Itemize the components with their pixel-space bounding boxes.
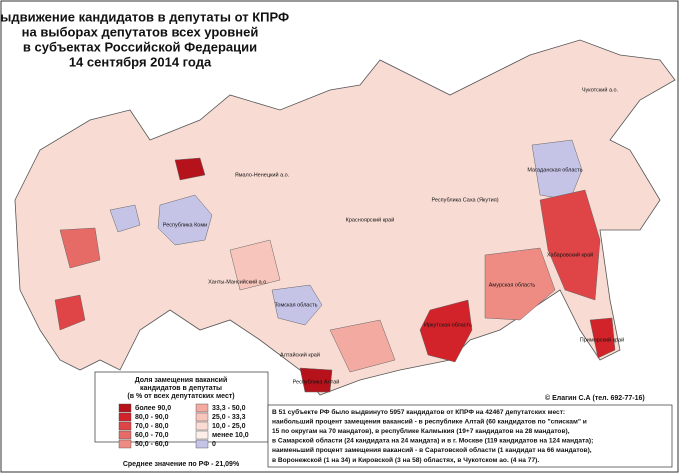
title-line: 14 сентября 2014 года — [69, 54, 212, 69]
legend-label: 25,0 - 33,3 — [212, 414, 246, 421]
region — [109, 204, 141, 233]
region-label: Ямало-Ненецкий а.о. — [235, 171, 290, 178]
note-line: 15 по округам на 70 мандатов), в республ… — [272, 427, 570, 435]
title-line: на выборах депутатов всех уровней — [22, 24, 259, 39]
note-line: в Воронежской (1 на 34) и Кировской (3 н… — [272, 456, 539, 464]
region — [299, 367, 333, 393]
region — [531, 139, 583, 201]
region-label: Чукотский а.о. — [582, 86, 619, 93]
legend-label: 70,0 - 80,0 — [135, 423, 169, 430]
legend-swatch — [118, 421, 132, 431]
region-label: Республика Коми — [163, 222, 207, 228]
region-label: Иркутская область — [424, 322, 472, 328]
region-label: Алтайский край — [280, 351, 320, 358]
region-label: Республика Саха (Якутия) — [431, 197, 498, 203]
legend-swatch — [118, 439, 132, 449]
legend-label: 60,0 - 70,0 — [135, 432, 169, 439]
region — [329, 319, 396, 373]
region — [539, 189, 601, 301]
region — [229, 239, 281, 291]
legend-label: 80,0 - 90,0 — [135, 414, 169, 421]
legend-label: 0 — [212, 441, 216, 448]
note-line: В 51 субъекте РФ было выдвинуто 5957 кан… — [272, 408, 565, 416]
note-box — [267, 404, 673, 468]
region — [157, 194, 213, 246]
region-label: Магаданская область — [527, 167, 582, 173]
legend-label: более 90,0 — [135, 404, 171, 412]
note-line: наименьший процент замещения вакансий - … — [272, 446, 592, 454]
legend-title: (в % от всех депутатских мест) — [127, 393, 234, 400]
legend-mean: Среднее значение по РФ - 21,09% — [123, 461, 240, 468]
region-label: Амурская область — [489, 282, 536, 288]
region-patches — [54, 139, 616, 393]
legend-swatch — [195, 421, 209, 431]
legend-label: 50,0 - 60,0 — [135, 441, 169, 448]
legend-swatch — [118, 412, 132, 422]
region — [271, 284, 323, 326]
legend-swatch — [195, 430, 209, 440]
region-label: Хабаровский край — [547, 251, 593, 258]
title-line: в субъектах Российской Федерации — [23, 39, 257, 54]
legend-label: 10,0 - 25,0 — [212, 423, 246, 430]
region-label: Приморский край — [580, 336, 624, 343]
region — [419, 299, 473, 363]
region — [54, 294, 86, 331]
region — [59, 227, 101, 269]
title-line: Выдвижение кандидатов в депутаты от КПРФ — [0, 9, 289, 24]
region-label: Ханты-Мансийский а.о. — [208, 278, 268, 285]
region-label: Республика Алтай — [293, 378, 340, 385]
legend-swatch — [195, 439, 209, 449]
legend-swatch — [195, 403, 209, 413]
legend-swatch — [195, 412, 209, 422]
region — [589, 317, 616, 359]
region — [484, 247, 556, 321]
region-label: Томская область — [275, 302, 318, 308]
copyright: © Елагин С.А (тел. 692-77-16) — [545, 394, 645, 402]
legend-title: Доля замещения вакансий — [135, 376, 228, 384]
note-line: наибольший процент замещения вакансий - … — [272, 417, 587, 425]
region-label: Красноярский край — [346, 216, 395, 223]
legend-label: менее 10,0 — [212, 432, 249, 439]
legend-label: 33,3 - 50,0 — [212, 405, 246, 412]
note-line: в Самарской области (24 кандидата на 24 … — [272, 437, 593, 445]
legend-title: кандидатов в депутаты — [140, 385, 222, 392]
legend-swatch — [118, 403, 132, 413]
region — [174, 157, 206, 181]
legend-swatch — [118, 430, 132, 440]
